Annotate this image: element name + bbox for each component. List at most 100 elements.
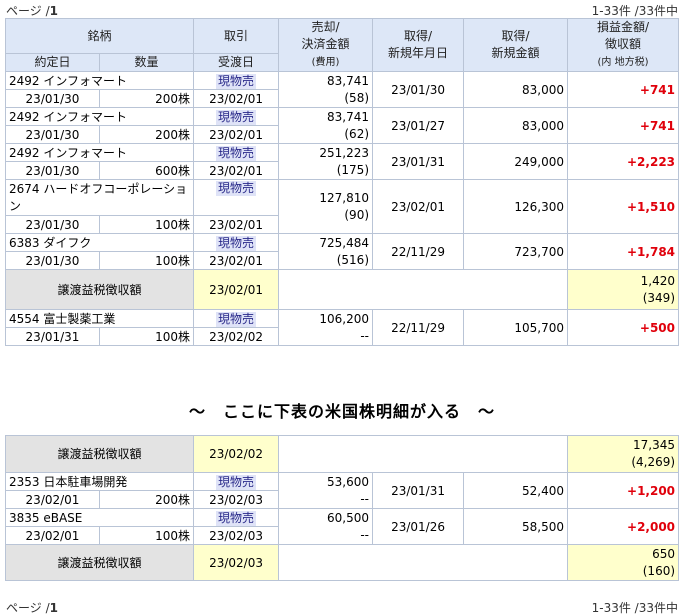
page-indicator: ページ /1 xyxy=(6,601,58,615)
table-row: 2353 日本駐車場開発 現物売 53,600 -- 23/01/31 52,40… xyxy=(4,472,680,509)
stock-name: 2492 インフォマート xyxy=(4,71,195,90)
trade-type-link[interactable]: 現物売 xyxy=(216,181,257,196)
result-range: 1-33件 /33件中 xyxy=(591,4,678,18)
settlement-date: 23/02/01 xyxy=(193,125,280,144)
table-row: 4554 富士製薬工業 現物売 106,200 -- 22/11/29 105,7… xyxy=(4,309,680,346)
quantity: 200株 xyxy=(98,89,195,108)
tax-amount: 650 (160) xyxy=(567,544,680,581)
profit-loss: +741 xyxy=(567,107,680,144)
tax-amount: 1,420 (349) xyxy=(567,269,680,310)
table-row: 6383 ダイフク 現物売 725,484 (516) 22/11/29 723,… xyxy=(4,233,680,270)
contract-date: 23/01/30 xyxy=(5,161,100,180)
header-shutoku-kingaku: 取得/ 新規金額 xyxy=(463,18,569,72)
tax-label: 譲渡益税徴収額 xyxy=(4,544,195,581)
quantity: 100株 xyxy=(98,251,195,270)
contract-date: 23/02/01 xyxy=(5,526,100,545)
quantity: 100株 xyxy=(98,526,195,545)
profit-loss: +2,000 xyxy=(567,508,680,545)
tax-summary-row: 譲渡益税徴収額 23/02/01 1,420 (349) xyxy=(4,269,680,310)
tax-summary-row: 譲渡益税徴収額 23/02/03 650 (160) xyxy=(4,544,680,581)
table-row: 2492 インフォマート 現物売 83,741 (62) 23/01/27 83,… xyxy=(4,107,680,144)
profit-loss: +500 xyxy=(567,309,680,346)
trade-type-link[interactable]: 現物売 xyxy=(216,235,257,251)
proceeds: 127,810 (90) xyxy=(278,179,374,234)
tax-amount: 17,345 (4,269) xyxy=(567,435,680,473)
header-ukewatashi: 受渡日 xyxy=(193,52,280,73)
contract-date: 23/01/30 xyxy=(5,89,100,108)
settlement-date: 23/02/01 xyxy=(193,251,280,270)
stock-name: 2492 インフォマート xyxy=(4,107,195,126)
trade-type-link[interactable]: 現物売 xyxy=(216,109,257,125)
quantity: 600株 xyxy=(98,161,195,180)
table-row: 3835 eBASE 現物売 60,500 -- 23/01/26 58,500 … xyxy=(4,508,680,545)
trade-type-link[interactable]: 現物売 xyxy=(216,311,257,327)
header-yakujou: 約定日 xyxy=(5,52,100,73)
acquisition-amount: 126,300 xyxy=(463,179,569,234)
result-range: 1-33件 /33件中 xyxy=(591,601,678,615)
proceeds: 251,223 (175) xyxy=(278,143,374,180)
settlement-date: 23/02/02 xyxy=(193,327,280,346)
profit-loss: +1,784 xyxy=(567,233,680,270)
settlement-date: 23/02/01 xyxy=(193,161,280,180)
contract-date: 23/01/31 xyxy=(5,327,100,346)
acquisition-date: 23/01/31 xyxy=(372,143,465,180)
acquisition-amount: 249,000 xyxy=(463,143,569,180)
stock-name: 2674 ハードオフコーポレーション xyxy=(4,179,195,216)
tax-date: 23/02/01 xyxy=(193,269,280,310)
stock-name: 2353 日本駐車場開発 xyxy=(4,472,195,491)
proceeds: 60,500 -- xyxy=(278,508,374,545)
acquisition-date: 23/01/30 xyxy=(372,71,465,108)
us-stock-note: 〜 ここに下表の米国株明細が入る 〜 xyxy=(188,402,495,421)
profit-loss: +741 xyxy=(567,71,680,108)
header-shutoku-date: 取得/ 新規年月日 xyxy=(372,18,465,72)
page-number-link[interactable]: 1 xyxy=(49,601,58,615)
header-baikyaku: 売却/ 決済金額 (費用) xyxy=(278,18,374,72)
header-soneki: 損益金額/ 徴収額 (内 地方税) xyxy=(567,18,680,72)
transaction-table-2: 譲渡益税徴収額 23/02/02 17,345 (4,269) 2353 日本駐車… xyxy=(4,435,680,581)
settlement-date: 23/02/03 xyxy=(193,526,280,545)
pager-bottom: ページ /1 1-33件 /33件中 xyxy=(0,597,684,615)
acquisition-amount: 83,000 xyxy=(463,71,569,108)
acquisition-date: 23/01/27 xyxy=(372,107,465,144)
contract-date: 23/02/01 xyxy=(5,490,100,509)
tax-label: 譲渡益税徴収額 xyxy=(4,269,195,310)
acquisition-date: 23/01/31 xyxy=(372,472,465,509)
acquisition-date: 22/11/29 xyxy=(372,309,465,346)
trade-type-link[interactable]: 現物売 xyxy=(216,73,257,89)
page-indicator: ページ /1 xyxy=(6,4,58,18)
header-meigara: 銘柄 xyxy=(4,18,195,54)
proceeds: 53,600 -- xyxy=(278,472,374,509)
trade-type-link[interactable]: 現物売 xyxy=(216,474,257,490)
trade-type-link[interactable]: 現物売 xyxy=(216,145,257,161)
profit-loss: +1,510 xyxy=(567,179,680,234)
settlement-date: 23/02/03 xyxy=(193,490,280,509)
proceeds: 83,741 (58) xyxy=(278,71,374,108)
page-number-link[interactable]: 1 xyxy=(49,4,58,18)
proceeds: 725,484 (516) xyxy=(278,233,374,270)
tax-date: 23/02/02 xyxy=(193,435,280,473)
acquisition-amount: 83,000 xyxy=(463,107,569,144)
tax-label: 譲渡益税徴収額 xyxy=(4,435,195,473)
settlement-date: 23/02/01 xyxy=(193,215,280,234)
acquisition-date: 23/02/01 xyxy=(372,179,465,234)
quantity: 100株 xyxy=(98,327,195,346)
table-row: 2492 インフォマート 現物売 251,223 (175) 23/01/31 2… xyxy=(4,143,680,180)
header-suryou: 数量 xyxy=(98,52,195,73)
acquisition-amount: 723,700 xyxy=(463,233,569,270)
profit-loss: +2,223 xyxy=(567,143,680,180)
proceeds: 106,200 -- xyxy=(278,309,374,346)
contract-date: 23/01/30 xyxy=(5,251,100,270)
settlement-date: 23/02/01 xyxy=(193,89,280,108)
stock-name: 4554 富士製薬工業 xyxy=(4,309,195,328)
acquisition-date: 22/11/29 xyxy=(372,233,465,270)
quantity: 100株 xyxy=(98,215,195,234)
trade-type-link[interactable]: 現物売 xyxy=(216,510,257,526)
profit-loss: +1,200 xyxy=(567,472,680,509)
contract-date: 23/01/30 xyxy=(5,215,100,234)
proceeds: 83,741 (62) xyxy=(278,107,374,144)
tax-summary-row: 譲渡益税徴収額 23/02/02 17,345 (4,269) xyxy=(4,435,680,473)
transaction-table-1: 銘柄 取引 売却/ 決済金額 (費用) 取得/ 新規年月日 取得/ 新規金額 損益… xyxy=(4,18,680,346)
header-torihiki: 取引 xyxy=(193,18,280,54)
contract-date: 23/01/30 xyxy=(5,125,100,144)
acquisition-amount: 58,500 xyxy=(463,508,569,545)
